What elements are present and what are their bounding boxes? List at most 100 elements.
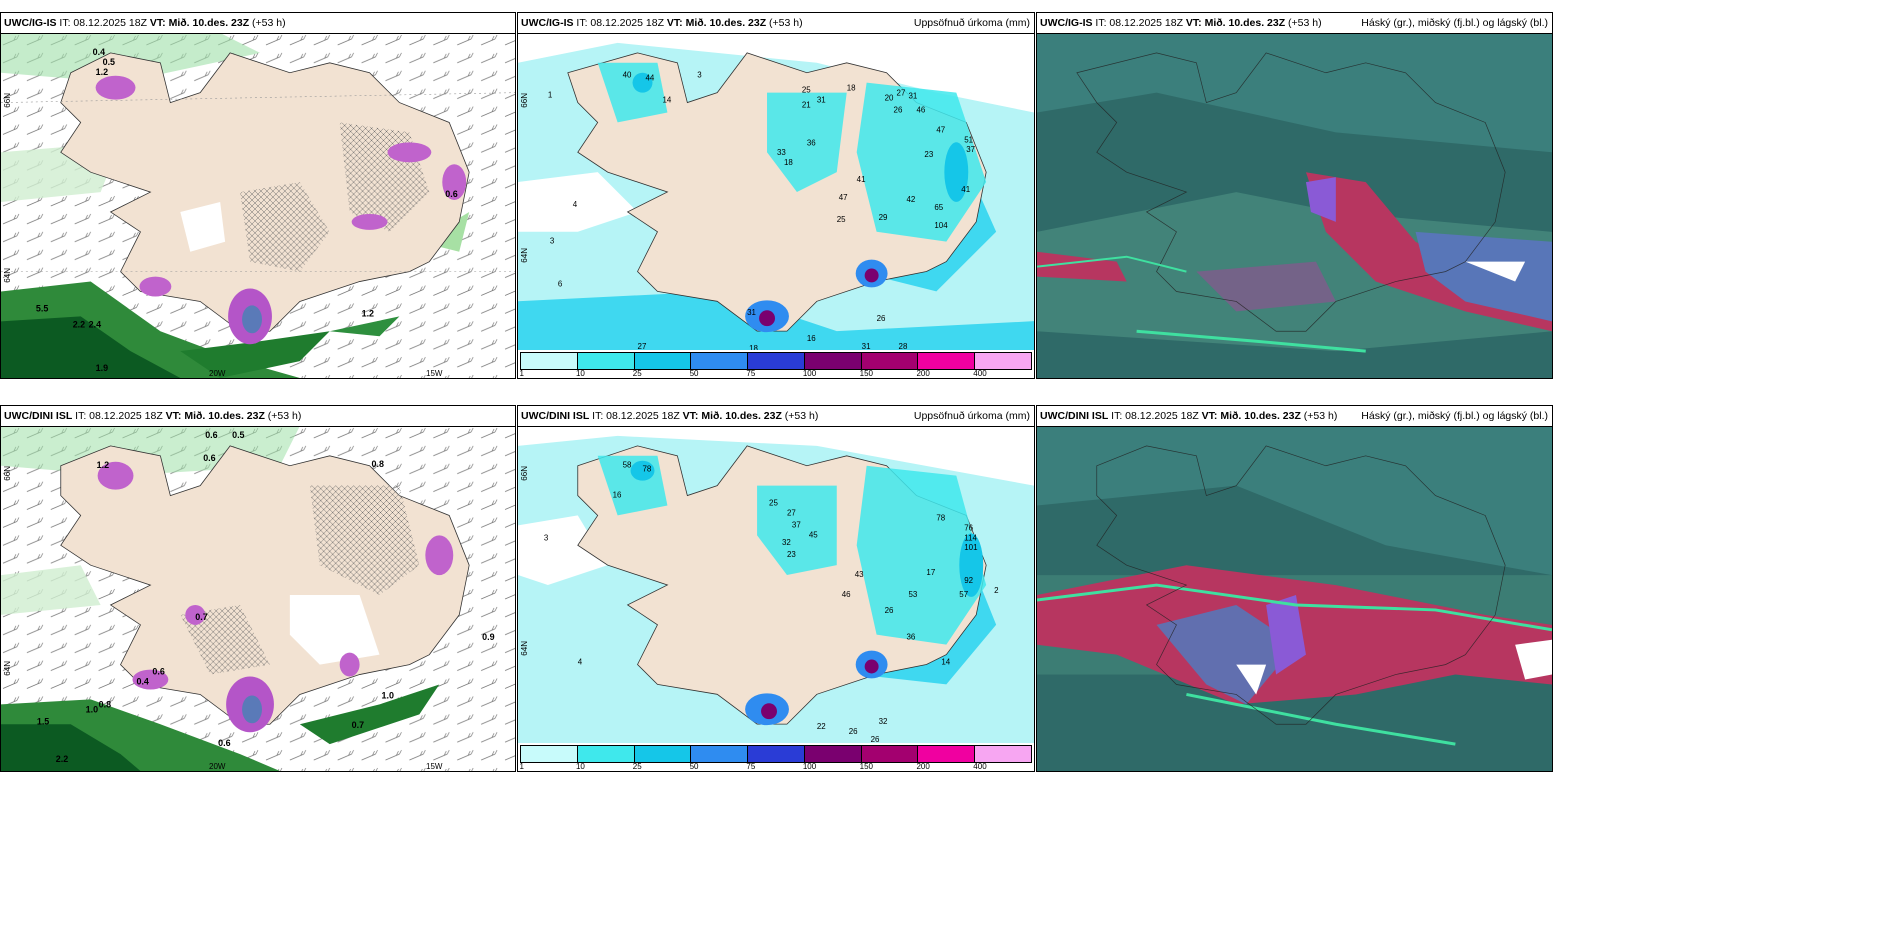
- wind-precip-map-panel-dini: UWC/DINI ISL IT: 08.12.2025 18Z VT: Mið.…: [0, 405, 516, 772]
- precip-value-label: 46: [916, 106, 925, 115]
- colorbar-tick: 50: [689, 369, 699, 378]
- colorbar-swatch: [918, 746, 976, 762]
- precip-value-label: 27: [787, 508, 796, 517]
- panel-header: UWC/DINI ISL IT: 08.12.2025 18Z VT: Mið.…: [1, 406, 515, 427]
- value-label: 1.5: [37, 716, 49, 726]
- colorbar-swatch: [521, 353, 578, 369]
- precip-value-label: 26: [871, 735, 880, 743]
- colorbar-tick: 25: [632, 369, 642, 378]
- precip-value-label: 51: [964, 135, 973, 144]
- precip-value-label: 28: [899, 342, 908, 350]
- model-name: UWC/DINI ISL: [521, 410, 590, 422]
- product-title: Uppsöfnuð úrkoma (mm): [913, 17, 1030, 29]
- colorbar-swatch: [634, 353, 692, 369]
- colorbar-tick: 75: [746, 762, 756, 771]
- value-label: 0.5: [232, 430, 244, 440]
- precip-value-label: 29: [879, 213, 888, 222]
- value-label: 0.7: [195, 612, 207, 622]
- precip-value-label: 65: [934, 203, 943, 212]
- precip-value-label: 104: [934, 221, 948, 230]
- colorbar-swatch: [918, 353, 976, 369]
- lead-time: (+53 h): [252, 17, 286, 29]
- lead-time: (+53 h): [769, 17, 803, 29]
- value-label: 0.4: [136, 677, 148, 687]
- panel-header: UWC/DINI ISL IT: 08.12.2025 18Z VT: Mið.…: [518, 406, 1034, 427]
- precip-value-label: 32: [879, 717, 888, 726]
- model-name: UWC/DINI ISL: [1040, 410, 1109, 422]
- precip-value-label: 23: [924, 150, 933, 159]
- precip-value-label: 2: [994, 586, 999, 595]
- precip-value-label: 47: [839, 193, 848, 202]
- wind-map-svg: 5.5 2.2 2.4 1.9 1.2 0.6 0.4 0.5 1.2: [1, 33, 515, 378]
- panel-header: UWC/IG-IS IT: 08.12.2025 18Z VT: Mið. 10…: [1, 13, 515, 34]
- colorbar-swatch: [861, 353, 919, 369]
- colorbar-tick: 200: [916, 369, 930, 378]
- precip-value-label: 18: [847, 84, 856, 93]
- precip-map-svg: 58 78 16 25 27 37 32 23 45 43 46 26 53 7…: [518, 426, 1034, 743]
- colorbar-tick: 10: [575, 369, 585, 378]
- value-label: 0.5: [103, 57, 115, 67]
- init-time: IT: 08.12.2025 18Z: [592, 410, 680, 422]
- precip-value-label: 23: [787, 550, 796, 559]
- precip-value-label: 14: [941, 658, 950, 667]
- cloud-map-svg: [1037, 426, 1552, 771]
- precip-value-label: 4: [578, 658, 583, 667]
- colorbar-tick: 1: [519, 762, 525, 771]
- precip-value-label: 26: [849, 727, 858, 736]
- precip-value-label: 76: [964, 523, 973, 532]
- precip-value-label: 14: [662, 96, 671, 105]
- colorbar-tick: 400: [973, 369, 987, 378]
- precip-value-label: 31: [908, 92, 917, 101]
- valid-time: VT: Mið. 10.des. 23Z: [1201, 410, 1301, 422]
- model-name: UWC/IG-IS: [1040, 17, 1093, 29]
- map-area: 0.6 0.5 0.6 1.2 0.7 0.4 0.6 1.5 1.0 0.8 …: [1, 426, 515, 771]
- precip-value-label: 17: [926, 568, 935, 577]
- precip-colorbar: 1 10 25 50 75 100 150 200 400: [518, 350, 1034, 378]
- colorbar-swatch: [691, 353, 749, 369]
- colorbar-swatch: [748, 353, 805, 369]
- precip-value-label: 78: [936, 513, 945, 522]
- precip-value-label: 57: [959, 590, 968, 599]
- value-label: 2.2: [73, 319, 85, 329]
- colorbar-swatch: [861, 746, 919, 762]
- init-time: IT: 08.12.2025 18Z: [1111, 410, 1199, 422]
- lead-time: (+53 h): [1303, 410, 1338, 422]
- valid-time: VT: Mið. 10.des. 23Z: [165, 410, 265, 422]
- precip-value-label: 92: [964, 576, 973, 585]
- precip-value-label: 16: [613, 491, 622, 500]
- value-label: 2.4: [89, 319, 101, 329]
- value-label: 1.2: [362, 308, 374, 318]
- product-title: Háský (gr.), miðský (fj.bl.) og lágský (…: [1361, 410, 1548, 422]
- colorbar-tick: 1: [519, 369, 525, 378]
- colorbar-tick: 50: [689, 762, 699, 771]
- lon-label-right: 15W: [426, 369, 443, 378]
- map-area: 58 78 16 25 27 37 32 23 45 43 46 26 53 7…: [518, 426, 1034, 743]
- valid-time: VT: Mið. 10.des. 23Z: [149, 17, 250, 29]
- precip-map-panel-dini: UWC/DINI ISL IT: 08.12.2025 18Z VT: Mið.…: [517, 405, 1035, 772]
- colorbar-swatch: [577, 746, 635, 762]
- lon-label-right: 15W: [426, 762, 443, 771]
- panel-header: UWC/IG-IS IT: 08.12.2025 18Z VT: Mið. 10…: [1037, 13, 1552, 34]
- lon-label-left: 20W: [209, 762, 226, 771]
- precip-value-label: 25: [769, 499, 778, 508]
- colorbar-swatch: [634, 746, 692, 762]
- precip-value-label: 114: [964, 533, 977, 542]
- precip-value-label: 3: [697, 71, 702, 80]
- colorbar-tick: 25: [632, 762, 642, 771]
- precip-value-label: 43: [855, 570, 864, 579]
- lat-label-top: 66N: [3, 93, 12, 108]
- precip-value-label: 26: [894, 106, 903, 115]
- wind-precip-map-panel-igis: UWC/IG-IS IT: 08.12.2025 18Z VT: Mið. 10…: [0, 12, 516, 379]
- precip-value-label: 18: [749, 344, 758, 350]
- value-label: 1.0: [382, 690, 394, 700]
- cloud-map-svg: [1037, 33, 1552, 378]
- precip-value-label: 37: [966, 145, 975, 154]
- colorbar-swatch: [521, 746, 578, 762]
- colorbar-swatch: [804, 746, 862, 762]
- colorbar-tick: 10: [575, 762, 585, 771]
- precip-colorbar: 1 10 25 50 75 100 150 200 400: [518, 743, 1034, 771]
- panel-header: UWC/IG-IS IT: 08.12.2025 18Z VT: Mið. 10…: [518, 13, 1034, 34]
- value-label: 0.8: [99, 699, 111, 709]
- precip-value-label: 3: [550, 237, 555, 246]
- lat-label-bottom: 64N: [3, 268, 12, 283]
